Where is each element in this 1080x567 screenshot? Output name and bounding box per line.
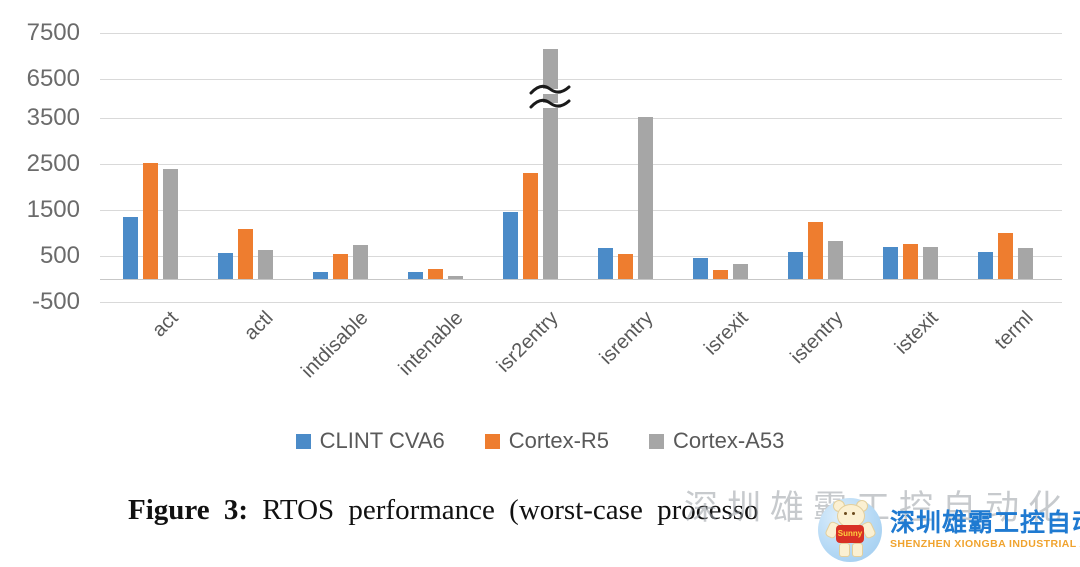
figure-caption-label: Figure 3: <box>128 494 249 526</box>
y-axis-tick-label: -500 <box>31 288 80 315</box>
legend-color-swatch <box>484 433 500 449</box>
bar-cortex-r5-intenable <box>428 269 443 279</box>
bar-cortex-a53-isrexit <box>733 263 748 279</box>
x-axis-line <box>100 279 1062 280</box>
bar-cortex-a53-istentry <box>828 240 843 279</box>
axis-break-icon <box>529 84 571 109</box>
bar-clint-cva6-actl <box>218 252 233 279</box>
axis-break-gap <box>541 89 560 94</box>
gridline <box>100 118 1062 119</box>
y-axis-tick-label: 7500 <box>26 19 80 46</box>
gridline <box>100 256 1062 257</box>
legend-item-cortex-r5: Cortex-R5 <box>484 428 610 454</box>
y-axis-tick-label: 3500 <box>26 104 80 131</box>
bar-cortex-r5-act <box>143 163 158 279</box>
gridline <box>100 33 1062 34</box>
bar-clint-cva6-isr2entry <box>503 211 518 279</box>
bar-clint-cva6-isrexit <box>693 257 708 279</box>
axis-break-gap <box>541 103 560 108</box>
bar-cortex-a53-actl <box>258 250 273 279</box>
bar-cortex-r5-intdisable <box>333 254 348 279</box>
chart-legend: CLINT CVA6 Cortex-R5 Cortex-A53 <box>0 428 1080 454</box>
bar-cortex-r5-istentry <box>808 221 823 279</box>
y-axis-tick-label: 1500 <box>26 196 80 223</box>
bar-cortex-r5-istexit <box>903 244 918 279</box>
legend-color-swatch <box>295 433 311 449</box>
gridline <box>100 302 1062 303</box>
bar-cortex-r5-isrexit <box>713 269 728 279</box>
bar-cortex-r5-isr2entry <box>523 172 538 279</box>
bear-mascot-icon: Sunny <box>818 498 882 562</box>
legend-item-cortex-a53: Cortex-A53 <box>649 428 784 454</box>
bar-cortex-r5-isrentry <box>618 254 633 279</box>
bar-chart: 7500 6500 3500 2500 1500 500 -500 act actl intdis… <box>26 19 1062 382</box>
watermark-logo-badge: Sunny <box>818 498 882 562</box>
bear-sign: Sunny <box>836 525 864 543</box>
y-axis-tick-label: 500 <box>39 242 80 269</box>
legend-label: Cortex-A53 <box>673 428 785 453</box>
bar-clint-cva6-act <box>123 216 138 279</box>
bar-cortex-a53-istexit <box>923 246 938 279</box>
bear-eye <box>844 512 847 515</box>
gridline <box>100 164 1062 165</box>
bar-cortex-a53-terml <box>1018 247 1033 279</box>
gridline <box>100 210 1062 211</box>
gridline <box>100 79 1062 80</box>
bar-clint-cva6-intenable <box>408 271 423 279</box>
bar-cortex-a53-act <box>163 168 178 279</box>
y-axis-tick-label: 2500 <box>26 150 80 177</box>
y-axis-tick-label: 6500 <box>26 65 80 92</box>
watermark-brand-english: SHENZHEN XIONGBA INDUSTRIAL AUTOMATION <box>890 538 1080 550</box>
legend-label: Cortex-R5 <box>508 428 610 453</box>
bar-cortex-r5-actl <box>238 228 253 279</box>
bar-cortex-a53-isrentry <box>638 117 653 279</box>
bar-cortex-a53-intenable <box>448 275 463 279</box>
bar-clint-cva6-intdisable <box>313 272 328 279</box>
legend-label: CLINT CVA6 <box>319 428 445 453</box>
bear-leg <box>852 543 863 557</box>
bar-cortex-a53-intdisable <box>353 244 368 279</box>
bar-clint-cva6-istexit <box>883 246 898 279</box>
bar-clint-cva6-terml <box>978 251 993 279</box>
bear-eye <box>852 512 855 515</box>
legend-item-clint-cva6: CLINT CVA6 <box>295 428 445 454</box>
figure-caption: Figure 3: RTOS performance (worst-case p… <box>128 494 1068 527</box>
bar-clint-cva6-isrentry <box>598 247 613 279</box>
figure-caption-text: RTOS performance (worst-case processo <box>248 494 759 526</box>
bar-cortex-r5-terml <box>998 232 1013 279</box>
bear-leg <box>839 543 850 557</box>
watermark-brand-chinese: 深圳雄霸工控自动化 <box>890 509 1080 537</box>
legend-color-swatch <box>649 433 665 449</box>
bar-clint-cva6-istentry <box>788 251 803 279</box>
